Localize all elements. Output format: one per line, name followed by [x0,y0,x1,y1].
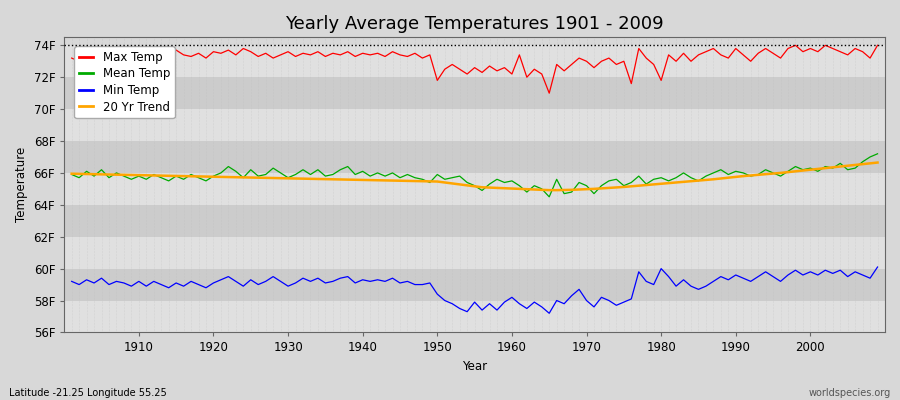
Text: worldspecies.org: worldspecies.org [809,388,891,398]
Y-axis label: Temperature: Temperature [15,147,28,222]
Bar [64,173,885,205]
Bar [64,45,885,77]
Bar [64,237,885,269]
Bar [64,205,885,237]
Title: Yearly Average Temperatures 1901 - 2009: Yearly Average Temperatures 1901 - 2009 [285,15,664,33]
Bar [64,109,885,141]
X-axis label: Year: Year [462,360,487,373]
Text: Latitude -21.25 Longitude 55.25: Latitude -21.25 Longitude 55.25 [9,388,166,398]
Bar [64,300,885,332]
Bar [64,141,885,173]
Bar [64,77,885,109]
Legend: Max Temp, Mean Temp, Min Temp, 20 Yr Trend: Max Temp, Mean Temp, Min Temp, 20 Yr Tre… [74,46,175,118]
Bar [64,269,885,300]
